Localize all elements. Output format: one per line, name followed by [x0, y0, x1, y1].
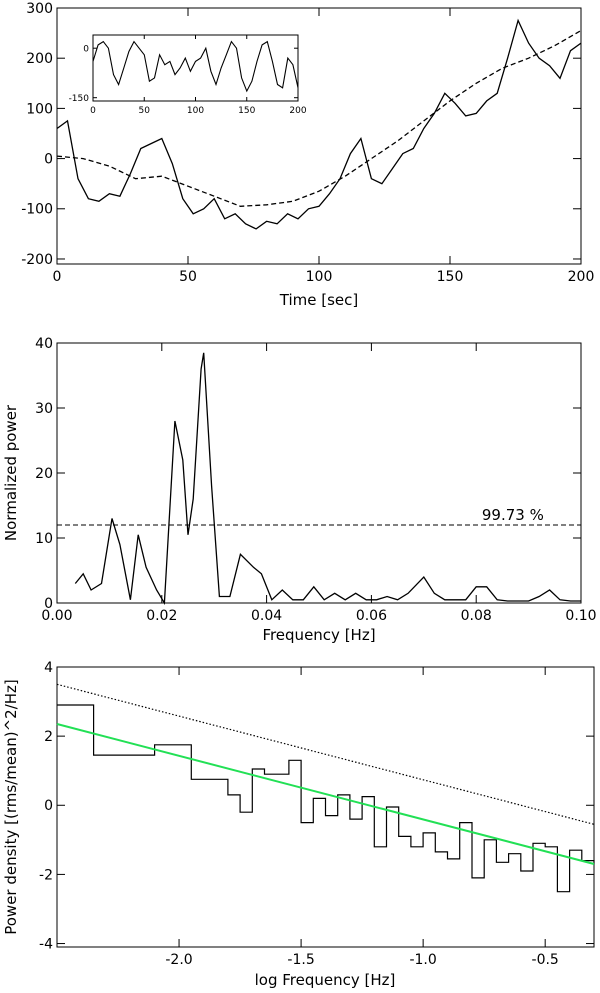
x-tick-label: 0.10: [565, 608, 596, 624]
y-tick-label: -200: [21, 252, 53, 268]
x-tick-label: 0.08: [461, 608, 492, 624]
y-tick-label: 0: [44, 596, 53, 612]
x-tick-label: 0.02: [146, 608, 177, 624]
series-periodogram: [74, 352, 581, 606]
power-spectrum-xlabel: log Frequency [Hz]: [255, 971, 396, 989]
y-tick-label: 100: [26, 101, 53, 117]
significance-label: 99.73 %: [482, 506, 544, 524]
series-trend: [56, 30, 582, 207]
power-spectrum-ylabel: Power density [(rms/mean)^2/Hz]: [2, 679, 20, 935]
power-spectrum-ticks: -2.0 -1.5 -1.0 -0.5 -4 -2 0 2 4: [39, 660, 594, 968]
inset-lines: [92, 40, 299, 93]
x-tick-label: 0.00: [41, 608, 72, 624]
periodogram-frame: [56, 342, 582, 604]
series-power-spectrum: [57, 704, 595, 893]
x-tick-label: 0.06: [356, 608, 387, 624]
periodogram-xlabel: Frequency [Hz]: [262, 626, 375, 644]
y-tick-label: 10: [35, 531, 53, 547]
x-tick-label: 0.04: [251, 608, 282, 624]
y-tick-label: 20: [35, 466, 53, 482]
x-tick-label: 200: [289, 106, 306, 116]
x-tick-label: 0: [53, 269, 62, 285]
periodogram-lines: [74, 352, 581, 606]
y-tick-label: 200: [26, 51, 53, 67]
y-tick-label: -150: [69, 94, 90, 104]
x-tick-label: 150: [437, 269, 464, 285]
y-tick-label: 0: [44, 798, 53, 814]
y-tick-label: 30: [35, 401, 53, 417]
power-spectrum-lines: [56, 683, 595, 893]
x-tick-label: 50: [139, 106, 151, 116]
x-tick-label: -1.0: [409, 952, 436, 968]
x-tick-label: 50: [179, 269, 197, 285]
y-tick-label: -2: [39, 867, 53, 883]
periodogram-panel: Frequency [Hz] Normalized power 0.00 0.02…: [2, 336, 597, 644]
x-tick-label: 150: [238, 106, 255, 116]
y-tick-label: 2: [44, 729, 53, 745]
series-power-law-fit: [56, 723, 595, 865]
time-series-ticks: 0 50 100 150 200 -200 -100 0 100 200 300: [21, 1, 594, 285]
x-tick-label: 100: [187, 106, 204, 116]
y-tick-label: 0: [44, 151, 53, 167]
y-tick-label: -4: [39, 936, 53, 952]
time-series-panel: Time [sec] 0 50 100 150 200 -200 -100 0 100 200 30…: [21, 1, 594, 309]
series-detrended: [92, 40, 299, 93]
x-tick-label: 0: [90, 106, 96, 116]
series-upper-limit: [56, 683, 595, 825]
y-tick-label: 40: [35, 336, 53, 352]
x-tick-label: -1.5: [287, 952, 314, 968]
power-spectrum-panel: log Frequency [Hz] Power density [(rms/m…: [2, 660, 595, 989]
x-tick-label: 100: [306, 269, 333, 285]
y-tick-label: 0: [83, 44, 89, 54]
x-tick-label: 200: [568, 269, 595, 285]
periodogram-ticks: 0.00 0.02 0.04 0.06 0.08 0.10 0 10 20 30 40: [35, 336, 596, 624]
periodogram-ylabel: Normalized power: [2, 404, 20, 541]
y-tick-label: 300: [26, 1, 53, 17]
x-tick-label: -2.0: [165, 952, 192, 968]
y-tick-label: 4: [44, 660, 53, 676]
x-tick-label: -0.5: [532, 952, 559, 968]
power-spectrum-frame: [56, 666, 595, 948]
time-series-xlabel: Time [sec]: [279, 291, 358, 309]
time-series-lines: [56, 18, 582, 230]
series-light-curve: [56, 18, 582, 230]
y-tick-label: -100: [21, 202, 53, 218]
